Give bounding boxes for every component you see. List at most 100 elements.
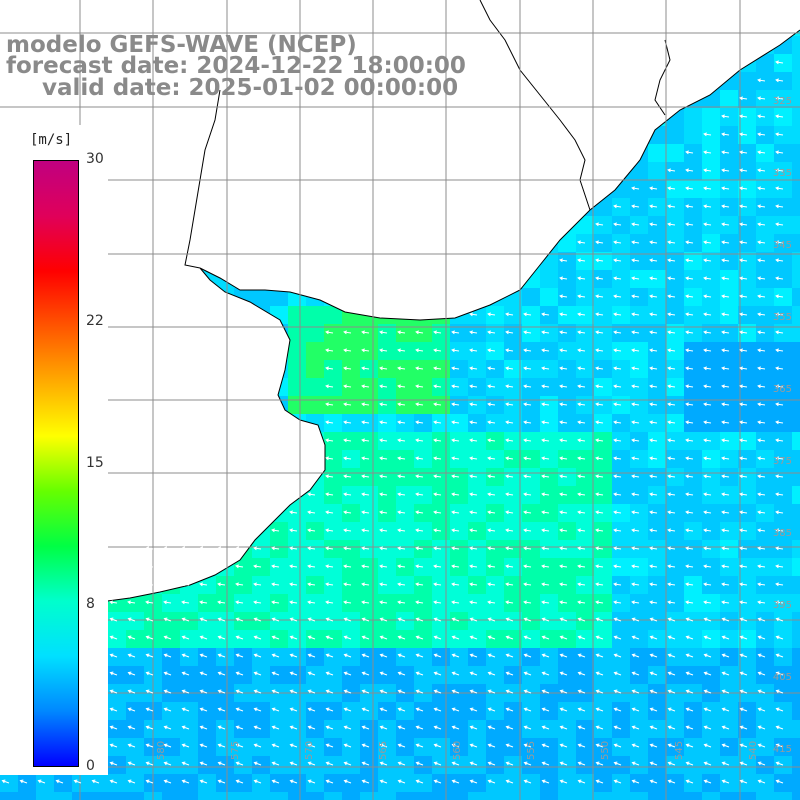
longitude-label: 560	[452, 741, 463, 760]
wind-cell	[684, 108, 702, 126]
wind-cell	[792, 288, 800, 306]
wind-cell	[36, 792, 54, 800]
wind-cell	[198, 792, 216, 800]
latitude-label: 405	[773, 672, 792, 683]
wind-cell	[792, 198, 800, 216]
wind-cell	[792, 378, 800, 396]
wind-cell	[612, 792, 630, 800]
wind-cell	[666, 144, 684, 162]
wind-cell	[792, 486, 800, 504]
wind-cell	[792, 774, 800, 792]
wind-cell	[540, 270, 558, 288]
wind-cell	[792, 576, 800, 594]
colorbar-tick-label: 0	[86, 758, 95, 774]
wind-cell	[288, 378, 306, 396]
wind-cell	[792, 144, 800, 162]
wind-cell	[540, 288, 558, 306]
wind-cell	[756, 792, 774, 800]
wind-cell	[342, 792, 360, 800]
wind-cell	[396, 792, 414, 800]
wind-cell	[792, 720, 800, 738]
wind-cell	[432, 792, 450, 800]
latitude-label: 345	[773, 240, 792, 251]
wind-cell	[666, 792, 684, 800]
wind-cell	[792, 792, 800, 800]
colorbar-tick-label: 15	[86, 455, 104, 471]
latitude-label: 325	[773, 96, 792, 107]
wind-cell	[792, 252, 800, 270]
wind-cell	[180, 792, 198, 800]
wind-cell	[288, 396, 306, 414]
wind-cell	[576, 792, 594, 800]
wind-cell	[306, 360, 324, 378]
wind-cell	[792, 666, 800, 684]
wind-cell	[522, 288, 540, 306]
longitude-label: 575	[230, 741, 241, 760]
wind-cell	[792, 522, 800, 540]
wind-cell	[630, 792, 648, 800]
wind-cell	[666, 126, 684, 144]
wind-cell	[738, 72, 756, 90]
wind-cell	[252, 792, 270, 800]
wind-cell	[792, 180, 800, 198]
wind-cell	[288, 792, 306, 800]
longitude-label: 570	[304, 741, 315, 760]
latitude-label: 385	[773, 528, 792, 539]
wind-cell	[270, 792, 288, 800]
wind-cell	[792, 756, 800, 774]
wind-cell	[648, 162, 666, 180]
latitude-label: 415	[773, 744, 792, 755]
wind-cell	[792, 540, 800, 558]
map-title-valid-date: valid date: 2025-01-02 00:00:00	[42, 77, 458, 100]
colorbar-tick-label: 30	[86, 151, 104, 167]
wind-cell	[792, 234, 800, 252]
wind-cell	[792, 414, 800, 432]
wind-cell	[594, 792, 612, 800]
wind-cell	[792, 162, 800, 180]
wind-cell	[288, 306, 306, 324]
wind-cell	[792, 90, 800, 108]
wind-cell	[522, 792, 540, 800]
wind-cell	[774, 792, 792, 800]
wind-cell	[540, 792, 558, 800]
colorbar	[33, 160, 79, 767]
longitude-label: 580	[156, 741, 167, 760]
wind-cell	[54, 792, 72, 800]
wind-cell	[252, 288, 270, 306]
colorbar-tick-label: 22	[86, 313, 104, 329]
wind-cell	[72, 792, 90, 800]
wind-cell	[234, 792, 252, 800]
wind-cell	[18, 792, 36, 800]
latitude-label: 365	[773, 384, 792, 395]
wind-cell	[306, 342, 324, 360]
longitude-label: 545	[674, 741, 685, 760]
wind-cell	[288, 342, 306, 360]
longitude-label: 540	[748, 741, 759, 760]
wind-cell	[306, 306, 324, 324]
colorbar-units: [m/s]	[28, 132, 74, 148]
longitude-label: 550	[600, 741, 611, 760]
wind-cell	[792, 36, 800, 54]
wind-cell	[792, 450, 800, 468]
wind-cell	[414, 792, 432, 800]
longitude-label: 555	[526, 741, 537, 760]
wind-cell	[324, 792, 342, 800]
wind-cell	[90, 792, 108, 800]
wind-cell	[738, 792, 756, 800]
wind-cell	[306, 792, 324, 800]
wind-cell	[162, 792, 180, 800]
wind-cell	[306, 396, 324, 414]
wind-cell	[792, 702, 800, 720]
wind-cell	[792, 648, 800, 666]
wind-cell	[792, 126, 800, 144]
wind-cell	[684, 126, 702, 144]
wind-cell	[792, 630, 800, 648]
wind-cell	[486, 792, 504, 800]
wind-cell	[684, 792, 702, 800]
latitude-label: 355	[773, 312, 792, 323]
latitude-label: 335	[773, 168, 792, 179]
longitude-label: 565	[378, 741, 389, 760]
colorbar-tick-label: 8	[86, 596, 95, 612]
wind-cell	[792, 396, 800, 414]
